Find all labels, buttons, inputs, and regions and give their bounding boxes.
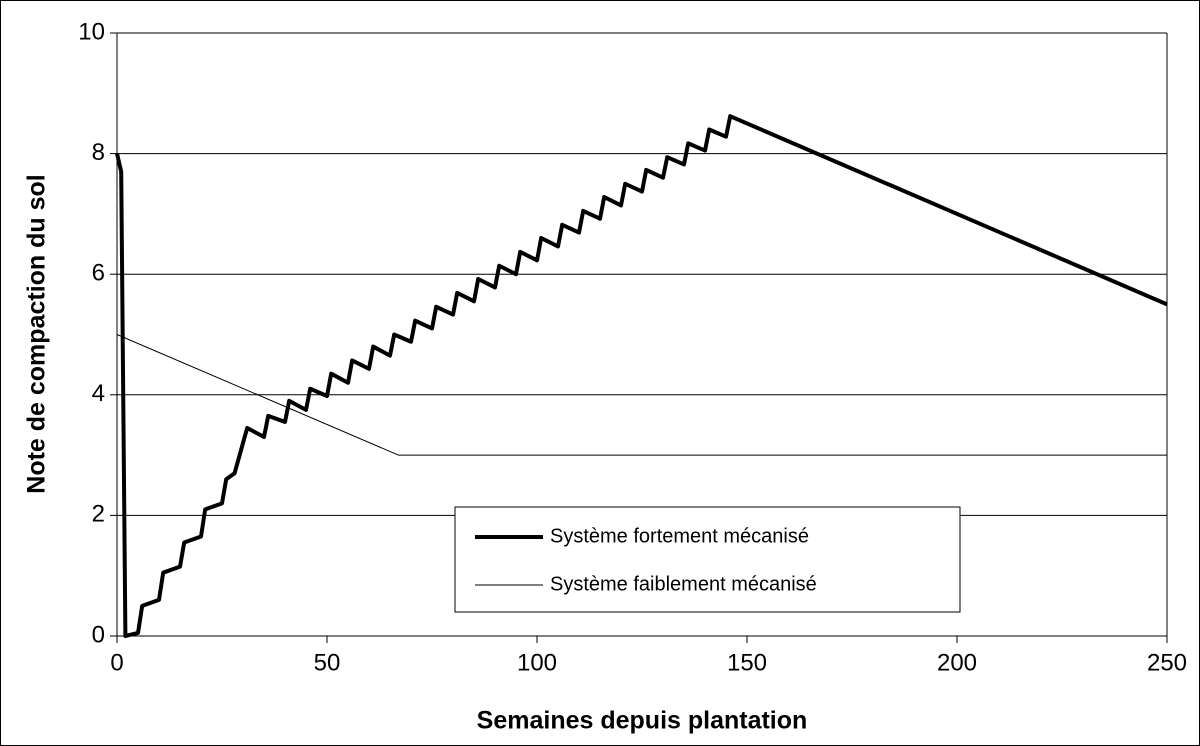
y-tick-label: 8	[92, 139, 105, 166]
y-tick-label: 0	[92, 621, 105, 648]
x-axis-label: Semaines depuis plantation	[477, 707, 808, 735]
x-tick-label: 50	[314, 649, 341, 676]
x-tick-label: 250	[1147, 649, 1187, 676]
x-tick-label: 0	[110, 649, 123, 676]
y-tick-label: 2	[92, 501, 105, 528]
y-axis-label: Note de compaction du sol	[23, 174, 51, 493]
legend-label: Système faiblement mécanisé	[550, 573, 817, 595]
legend-label: Système fortement mécanisé	[550, 525, 809, 547]
y-tick-label: 4	[92, 380, 105, 407]
x-tick-label: 100	[517, 649, 557, 676]
y-tick-label: 10	[78, 18, 105, 45]
series-line	[115, 114, 1168, 638]
x-tick-label: 150	[727, 649, 767, 676]
legend-box	[454, 506, 961, 613]
x-tick-label: 200	[937, 649, 977, 676]
y-tick-label: 6	[92, 260, 105, 287]
series-line	[116, 334, 1167, 456]
